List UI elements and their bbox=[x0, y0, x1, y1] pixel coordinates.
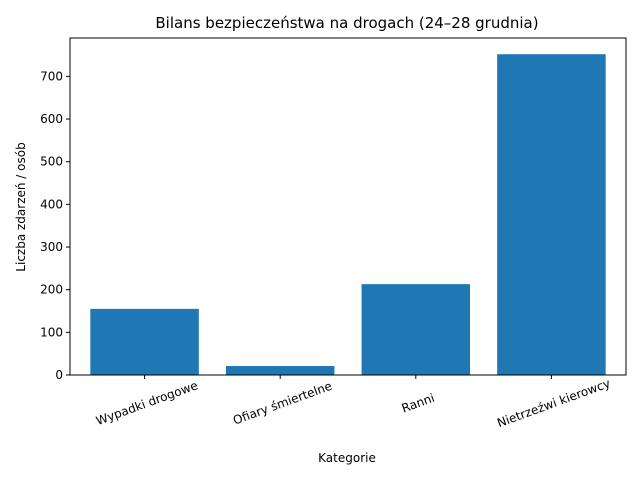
bar-2 bbox=[225, 366, 335, 375]
axes-frame bbox=[69, 37, 627, 376]
y-tick-label: 0 bbox=[55, 368, 63, 382]
bar-4 bbox=[497, 54, 606, 376]
bar-1 bbox=[90, 308, 199, 375]
y-tick-label: 400 bbox=[40, 197, 63, 211]
y-tick-label: 300 bbox=[40, 240, 63, 254]
chart-title: Bilans bezpieczeństwa na drogach (24–28 … bbox=[155, 14, 538, 32]
x-axis-label: Kategorie bbox=[318, 451, 376, 465]
y-tick-label: 700 bbox=[40, 69, 63, 83]
y-tick-label: 200 bbox=[40, 283, 63, 297]
y-axis-label: Liczba zdarzeń / osób bbox=[14, 142, 28, 271]
y-tick-label: 600 bbox=[40, 112, 63, 126]
y-tick-label: 100 bbox=[40, 325, 63, 339]
y-tick-label: 500 bbox=[40, 155, 63, 169]
bar-3 bbox=[361, 284, 471, 375]
